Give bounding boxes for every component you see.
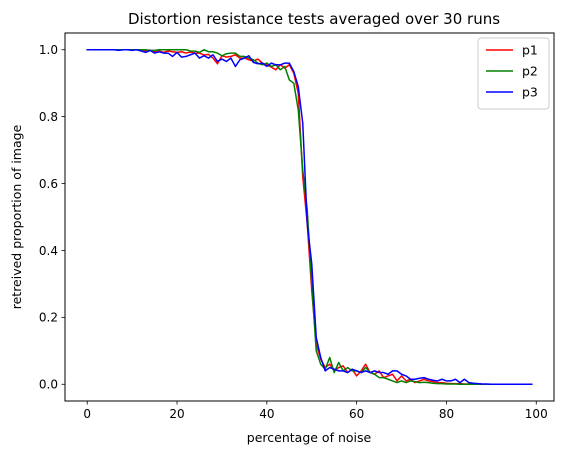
y-tick-label: 0.4 <box>39 244 58 258</box>
legend-label-p3: p3 <box>522 85 538 100</box>
legend-label-p1: p1 <box>522 43 538 58</box>
x-tick-label: 80 <box>439 407 454 421</box>
x-tick-label: 0 <box>83 407 91 421</box>
x-tick-label: 100 <box>525 407 548 421</box>
legend-box <box>477 37 550 110</box>
y-axis: 0.0 0.2 0.4 0.6 0.8 1.0 <box>39 43 65 392</box>
y-tick-label: 0.2 <box>39 311 58 325</box>
series-line-p1 <box>86 48 533 386</box>
y-tick-label: 0.8 <box>39 110 58 124</box>
chart-title: Distortion resistance tests averaged ove… <box>128 10 500 28</box>
plot-frame <box>64 32 555 402</box>
legend-label-p2: p2 <box>522 64 538 79</box>
series-layer <box>86 48 533 386</box>
y-tick-label: 1.0 <box>39 43 58 57</box>
x-tick-label: 60 <box>349 407 364 421</box>
series-line-p2 <box>86 48 533 386</box>
x-tick-label: 20 <box>169 407 184 421</box>
legend: p1 p2 p3 <box>477 37 550 110</box>
y-tick-label: 0.6 <box>39 177 58 191</box>
y-axis-label: retreived proportion of image <box>9 124 24 309</box>
x-axis-label: percentage of noise <box>247 430 372 445</box>
x-tick-label: 40 <box>259 407 274 421</box>
x-axis: 0 20 40 60 80 100 <box>83 401 548 421</box>
series-line-p3 <box>86 48 533 386</box>
y-tick-label: 0.0 <box>39 378 58 392</box>
